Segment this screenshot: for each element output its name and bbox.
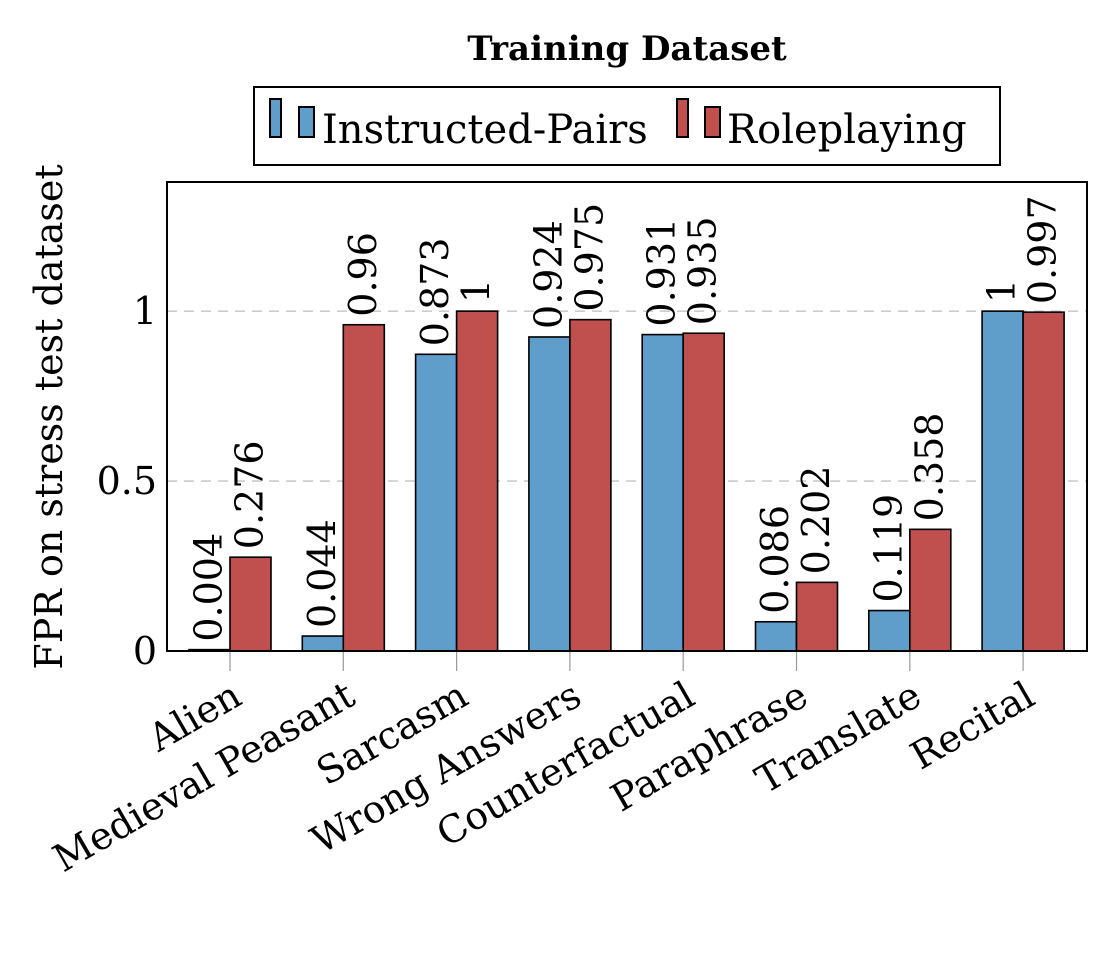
bar-instructed-pairs-wrong-answers xyxy=(528,336,571,652)
value-label-instructed-pairs-translate: 0.119 xyxy=(866,494,910,603)
value-label-roleplaying-sarcasm: 1 xyxy=(454,279,498,303)
plot-frame xyxy=(166,181,1088,652)
legend-swatch-instructed-pairs-a xyxy=(269,98,282,138)
bar-roleplaying-recital xyxy=(1022,311,1065,652)
value-label-roleplaying-medieval-peasant: 0.96 xyxy=(341,232,385,317)
value-label-roleplaying-counterfactual: 0.935 xyxy=(681,216,725,325)
bar-roleplaying-paraphrase xyxy=(795,581,839,652)
legend-frame xyxy=(253,86,1001,166)
y-tick-label: 0 xyxy=(133,629,157,673)
value-label-roleplaying-recital: 0.997 xyxy=(1021,195,1065,304)
value-label-instructed-pairs-alien: 0.004 xyxy=(187,533,231,642)
chart-title: Training Dataset xyxy=(467,29,787,69)
bar-roleplaying-counterfactual xyxy=(682,332,726,652)
value-label-roleplaying-translate: 0.358 xyxy=(907,413,951,522)
value-label-instructed-pairs-counterfactual: 0.931 xyxy=(640,218,684,327)
bar-instructed-pairs-paraphrase xyxy=(754,620,798,652)
bar-instructed-pairs-sarcasm xyxy=(414,353,458,652)
legend: Instructed-Pairs Roleplaying xyxy=(253,86,1001,166)
x-tick-label-recital: Recital xyxy=(903,673,1042,778)
value-label-instructed-pairs-medieval-peasant: 0.044 xyxy=(300,519,344,628)
bar-instructed-pairs-recital xyxy=(981,310,1024,652)
y-tick-label: 1 xyxy=(133,289,157,333)
bar-roleplaying-wrong-answers xyxy=(569,318,612,652)
gridlines xyxy=(167,310,1087,482)
legend-swatch-roleplaying-a xyxy=(676,98,689,138)
bar-roleplaying-translate xyxy=(908,528,952,652)
bars xyxy=(188,310,1065,652)
value-label-roleplaying-paraphrase: 0.202 xyxy=(794,466,838,575)
bar-instructed-pairs-medieval-peasant xyxy=(301,635,345,652)
bar-roleplaying-alien xyxy=(229,556,272,652)
legend-label-roleplaying: Roleplaying xyxy=(727,107,967,153)
bar-instructed-pairs-translate xyxy=(867,609,911,652)
value-label-roleplaying-alien: 0.276 xyxy=(228,440,272,549)
value-label-instructed-pairs-sarcasm: 0.873 xyxy=(413,238,457,347)
y-axis-label: FPR on stress test dataset xyxy=(27,164,71,669)
value-label-roleplaying-wrong-answers: 0.975 xyxy=(567,203,611,312)
value-label-instructed-pairs-wrong-answers: 0.924 xyxy=(526,220,570,329)
y-tick-label: 0.5 xyxy=(97,459,157,503)
y-axis-ticks: 00.51 xyxy=(97,289,157,673)
legend-label-instructed-pairs: Instructed-Pairs xyxy=(322,107,648,153)
value-label-instructed-pairs-paraphrase: 0.086 xyxy=(753,505,797,614)
bar-roleplaying-sarcasm xyxy=(455,310,499,652)
bar-roleplaying-medieval-peasant xyxy=(342,323,386,652)
legend-swatch-instructed-pairs-b xyxy=(298,106,315,138)
value-label-instructed-pairs-recital: 1 xyxy=(980,279,1024,303)
bar-instructed-pairs-counterfactual xyxy=(641,333,685,652)
legend-swatch-roleplaying-b xyxy=(704,106,721,138)
